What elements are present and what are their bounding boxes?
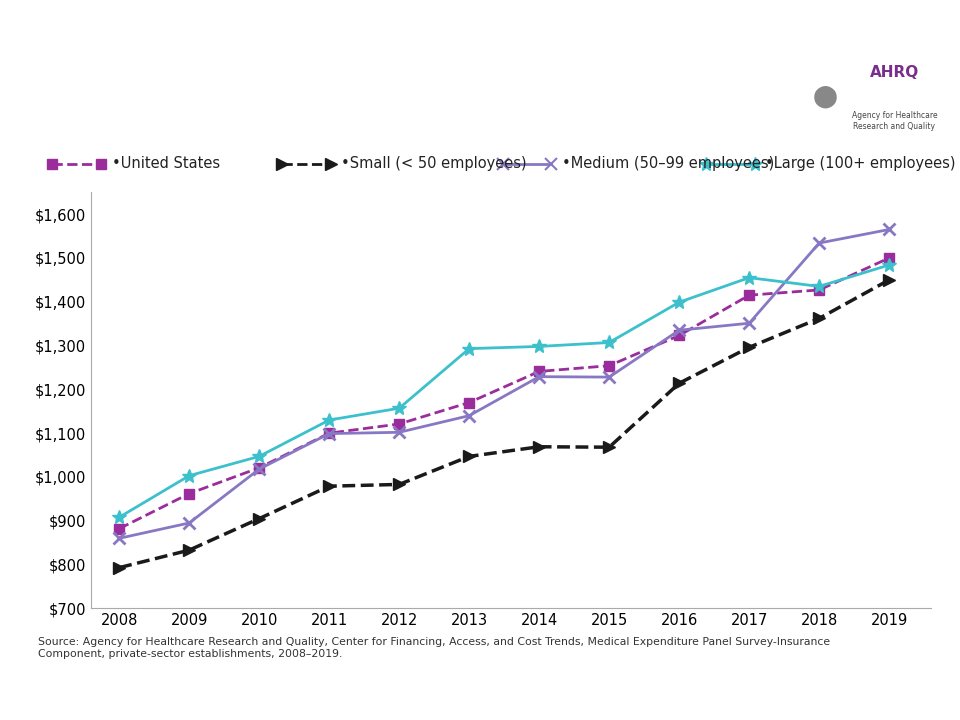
Text: Agency for Healthcare
Research and Quality: Agency for Healthcare Research and Quali…	[852, 112, 937, 130]
Text: •United States: •United States	[111, 156, 220, 171]
Text: •Small (< 50 employees): •Small (< 50 employees)	[341, 156, 527, 171]
Text: Source: Agency for Healthcare Research and Quality, Center for Financing, Access: Source: Agency for Healthcare Research a…	[38, 637, 830, 659]
FancyBboxPatch shape	[766, 0, 960, 220]
Text: Figure 10. Average annual employee contribution (in dollars) for single
coverage: Figure 10. Average annual employee contr…	[64, 46, 819, 92]
Text: AHRQ: AHRQ	[870, 65, 919, 80]
Text: ⬤: ⬤	[813, 86, 838, 108]
Text: •Large (100+ employees): •Large (100+ employees)	[765, 156, 955, 171]
Text: •Medium (50–99 employees): •Medium (50–99 employees)	[562, 156, 775, 171]
